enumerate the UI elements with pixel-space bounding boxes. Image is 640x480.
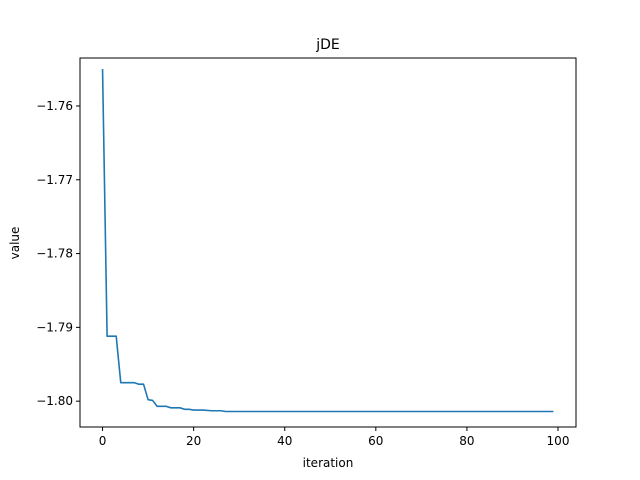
- y-tick-label: −1.79: [36, 320, 73, 334]
- x-axis-ticks: 0 20 40 60 80 100: [99, 427, 570, 448]
- y-axis-ticks: −1.80 −1.79 −1.78 −1.77 −1.76: [36, 99, 80, 408]
- x-tick-label: 0: [99, 434, 107, 448]
- x-tick-label: 100: [547, 434, 570, 448]
- y-tick-label: −1.78: [36, 247, 73, 261]
- y-axis-label: value: [8, 227, 22, 260]
- x-tick-label: 80: [459, 434, 474, 448]
- x-tick-label: 40: [277, 434, 292, 448]
- chart-title: jDE: [315, 37, 340, 53]
- series-line-0: [101, 69, 554, 413]
- y-tick-label: −1.77: [36, 173, 73, 187]
- x-tick-label: 20: [186, 434, 201, 448]
- plot-data-layer: [101, 69, 554, 413]
- x-axis-label: iteration: [303, 456, 354, 470]
- plot-frame: [79, 57, 577, 428]
- y-tick-label: −1.80: [36, 394, 73, 408]
- y-tick-label: −1.76: [36, 99, 73, 113]
- x-tick-label: 60: [368, 434, 383, 448]
